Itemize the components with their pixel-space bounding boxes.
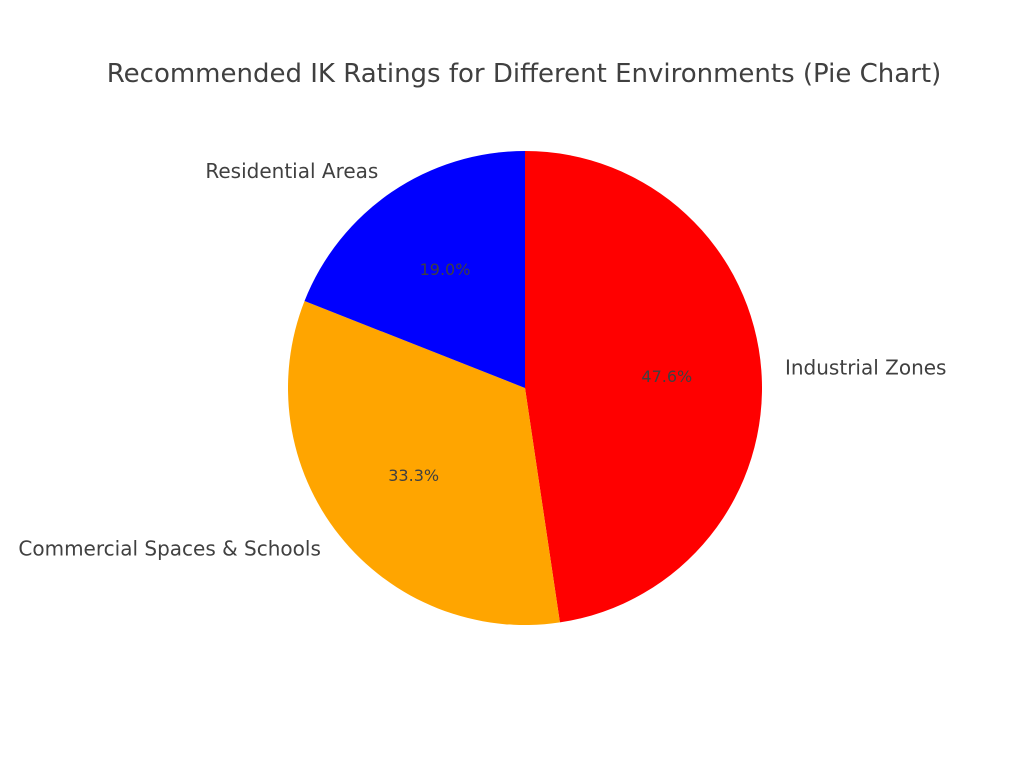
pie-percent-label: 33.3% [388, 466, 439, 485]
pie-labels: 47.6% Industrial Zones 33.3% Commercial Spa… [18, 159, 946, 561]
pie-slice-industrial-zones [525, 151, 763, 623]
pie-percent-label: 47.6% [641, 367, 692, 386]
pie-slices [287, 150, 763, 625]
chart-title: Recommended IK Ratings for Different Env… [107, 59, 942, 89]
pie-slice-commercial-spaces-and-schools [287, 301, 560, 625]
pie-percent-label: 19.0% [420, 260, 471, 279]
pie-category-label: Industrial Zones [785, 355, 947, 379]
pie-slice-residential-areas [304, 150, 525, 388]
pie-category-label: Residential Areas [205, 159, 378, 183]
pie-category-label: Commercial Spaces & Schools [18, 537, 320, 561]
